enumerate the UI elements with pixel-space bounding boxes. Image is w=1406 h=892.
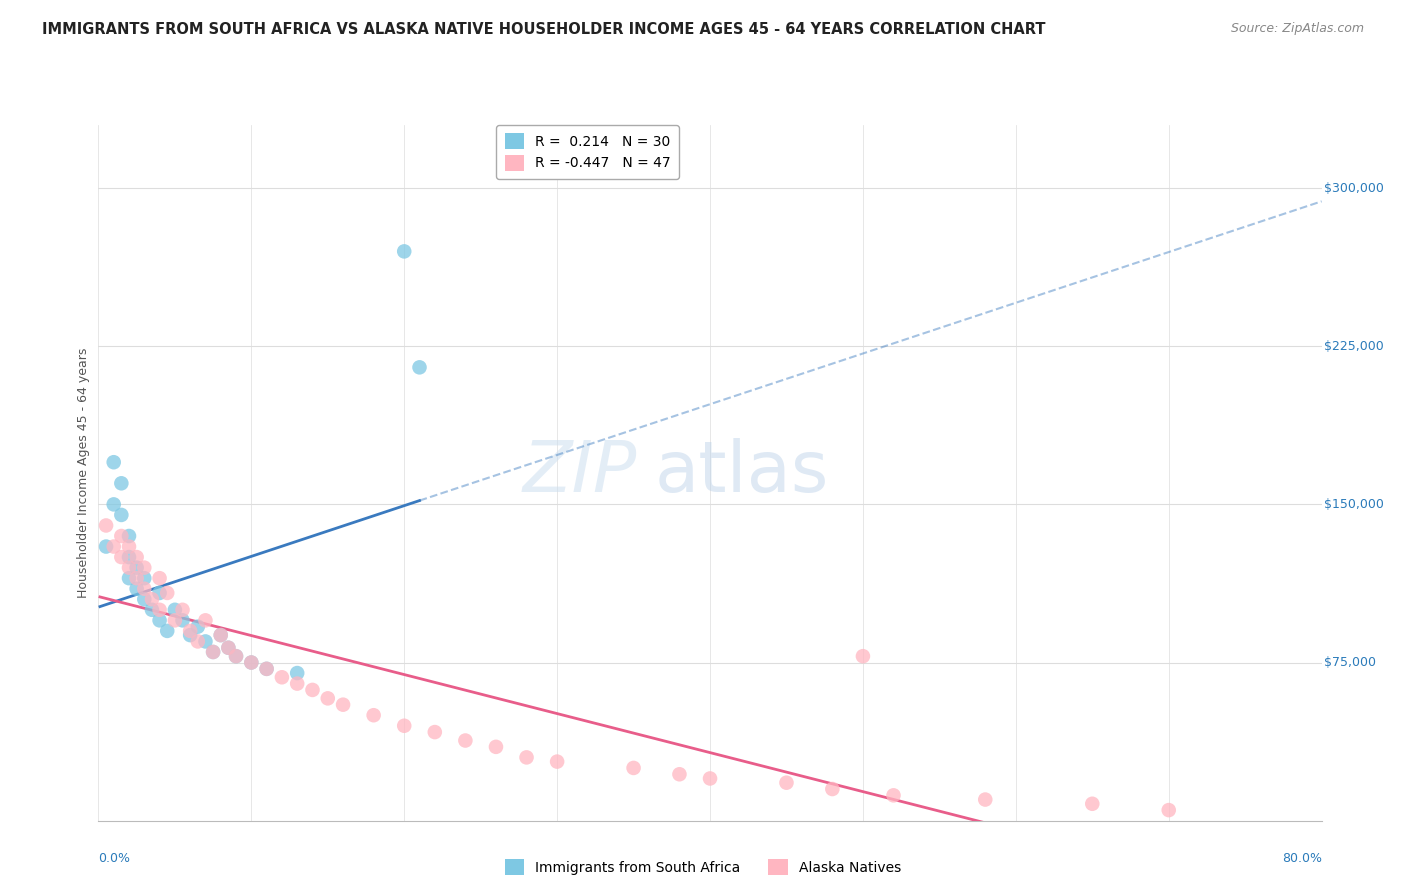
Point (179, 628, 201, 642)
Point (209, 628, 232, 642)
Point (94, 540, 117, 554)
Point (125, 560, 148, 574)
Point (94, 518, 117, 533)
Point (285, 676, 308, 690)
Point (623, 761, 645, 775)
Text: $75,000: $75,000 (1324, 656, 1376, 669)
Point (179, 624, 201, 638)
Point (103, 540, 125, 554)
Point (110, 529, 132, 543)
Point (363, 708, 385, 723)
Text: 0.0%: 0.0% (98, 852, 131, 865)
Point (217, 640, 239, 655)
Point (163, 613, 186, 627)
Point (134, 571, 156, 585)
Point (149, 603, 172, 617)
Point (125, 582, 148, 596)
Point (172, 613, 194, 627)
Point (301, 682, 323, 697)
Point (316, 691, 339, 706)
Point (118, 571, 141, 585)
Point (821, 782, 844, 797)
Point (240, 656, 263, 670)
Legend: R =  0.214   N = 30, R = -0.447   N = 47: R = 0.214 N = 30, R = -0.447 N = 47 (496, 125, 679, 179)
Text: IMMIGRANTS FROM SOUTH AFRICA VS ALASKA NATIVE HOUSEHOLDER INCOME AGES 45 - 64 YE: IMMIGRANTS FROM SOUTH AFRICA VS ALASKA N… (42, 22, 1046, 37)
Point (270, 670, 292, 684)
Point (149, 571, 172, 585)
Point (225, 649, 247, 664)
Point (134, 560, 156, 574)
Point (883, 789, 905, 803)
Point (974, 792, 997, 806)
Point (699, 772, 721, 786)
Point (194, 613, 217, 627)
Point (103, 497, 125, 511)
Point (1081, 797, 1104, 811)
Point (202, 645, 225, 659)
Point (202, 645, 225, 659)
Point (852, 649, 875, 664)
Point (485, 739, 508, 754)
Text: atlas: atlas (655, 438, 830, 508)
Point (668, 767, 690, 781)
Point (1157, 803, 1180, 817)
Point (172, 603, 194, 617)
Text: Source: ZipAtlas.com: Source: ZipAtlas.com (1230, 22, 1364, 36)
Text: 80.0%: 80.0% (1282, 852, 1322, 865)
Point (103, 455, 125, 469)
Point (187, 620, 209, 634)
Point (118, 550, 141, 565)
Point (454, 733, 477, 747)
Point (125, 571, 148, 585)
Point (392, 719, 416, 733)
Point (256, 662, 278, 676)
Point (118, 560, 141, 574)
Point (149, 613, 172, 627)
Point (125, 550, 148, 565)
Point (546, 755, 568, 769)
Point (285, 666, 308, 681)
Point (118, 540, 141, 554)
Legend: Immigrants from South Africa, Alaska Natives: Immigrants from South Africa, Alaska Nat… (499, 854, 907, 880)
Point (423, 725, 446, 739)
Point (256, 662, 278, 676)
Y-axis label: Householder Income Ages 45 - 64 years: Householder Income Ages 45 - 64 years (77, 348, 90, 598)
Point (134, 592, 156, 607)
Point (408, 360, 430, 375)
Point (194, 634, 217, 648)
Text: $150,000: $150,000 (1324, 498, 1384, 511)
Point (134, 582, 156, 596)
Point (141, 592, 163, 607)
Point (392, 244, 416, 259)
Point (110, 508, 132, 522)
Text: ZIP: ZIP (522, 438, 637, 508)
Point (163, 603, 186, 617)
Point (332, 698, 354, 712)
Point (225, 649, 247, 664)
Point (187, 634, 209, 648)
Point (240, 656, 263, 670)
Text: $300,000: $300,000 (1324, 182, 1384, 194)
Point (110, 550, 132, 565)
Point (156, 586, 179, 600)
Point (110, 476, 132, 491)
Point (156, 624, 179, 638)
Point (775, 775, 797, 789)
Text: $225,000: $225,000 (1324, 340, 1384, 352)
Point (209, 628, 232, 642)
Point (141, 603, 163, 617)
Point (149, 586, 172, 600)
Point (118, 529, 141, 543)
Point (516, 750, 538, 764)
Point (217, 640, 239, 655)
